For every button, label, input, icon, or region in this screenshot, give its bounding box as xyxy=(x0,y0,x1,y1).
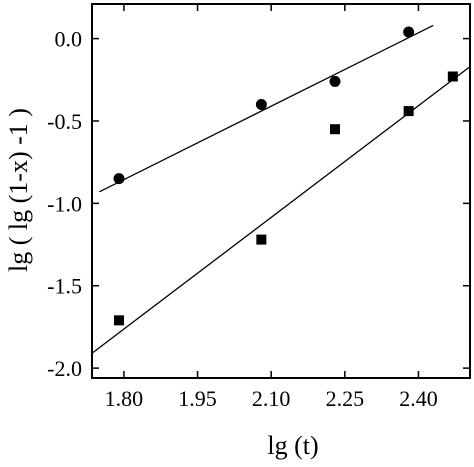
data-point-circle xyxy=(255,99,267,111)
data-points xyxy=(113,26,458,326)
y-tick-label: -0.5 xyxy=(47,109,82,134)
x-axis-title: lg (t) xyxy=(267,431,318,460)
fit-lines xyxy=(91,24,471,354)
axis-ticks: 1.80 1.95 2.10 2.25 2.40 0.0 -0.5 -1.0 -1.5 -2.0 xyxy=(47,4,470,411)
x-tick-label: 2.10 xyxy=(252,386,291,411)
data-point-square xyxy=(330,124,340,135)
data-point-square xyxy=(447,71,458,82)
y-tick-label: -1.5 xyxy=(47,274,82,299)
data-point-square xyxy=(403,106,414,117)
y-tick-label: -2.0 xyxy=(47,356,82,381)
y-tick-label: -1.0 xyxy=(47,191,82,216)
y-tick-label: 0.0 xyxy=(55,27,83,52)
x-tick-label: 1.95 xyxy=(178,386,217,411)
data-point-square xyxy=(114,315,124,326)
data-point-square xyxy=(256,234,267,245)
x-tick-label: 2.40 xyxy=(399,386,438,411)
x-tick-label: 1.80 xyxy=(105,386,144,411)
data-point-circle xyxy=(403,26,415,38)
x-tick-label: 2.25 xyxy=(326,386,365,411)
data-point-circle xyxy=(329,75,341,87)
data-point-circle xyxy=(113,173,125,185)
y-axis-title: lg ( lg (1-x) -1 ) xyxy=(4,108,33,272)
fit-line-circle xyxy=(99,24,434,193)
plot-frame xyxy=(91,3,471,379)
